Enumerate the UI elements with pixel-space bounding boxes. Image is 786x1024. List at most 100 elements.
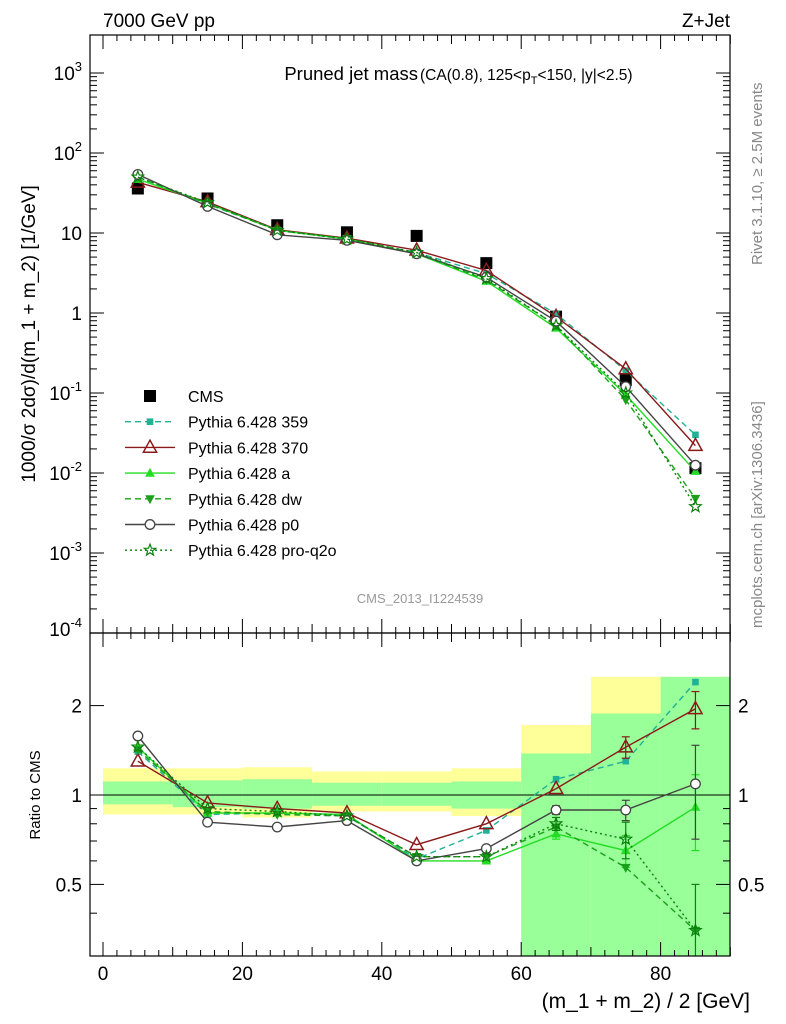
ratio-point-p370 — [129, 752, 146, 767]
ratio-point-proq2o — [618, 831, 634, 846]
ratio-point-proq2o — [478, 848, 494, 863]
point-proq2o — [548, 317, 564, 332]
ratio-point-p359 — [483, 827, 490, 834]
y-tick-label: 10-2 — [49, 459, 82, 485]
point-proq2o — [130, 169, 146, 184]
ratio-point-a — [551, 828, 561, 838]
ratio-line-p370 — [137, 708, 696, 846]
ratio-point-p370 — [687, 700, 704, 715]
legend-label-p0: Pythia 6.428 p0 — [188, 518, 299, 535]
legend-marker-dw — [145, 495, 155, 505]
point-proq2o — [409, 244, 425, 259]
y-tick-label: 10-3 — [49, 539, 82, 565]
mcplots-label: mcplots.cern.ch [arXiv:1306.3436] — [749, 401, 766, 628]
y-tick-label: 10 — [61, 224, 82, 245]
y-tick-label: 1 — [71, 304, 82, 325]
point-p0 — [690, 459, 701, 471]
ratio-y-tick-label-right: 1 — [738, 786, 749, 807]
point-p359 — [622, 367, 630, 374]
legend-marker-proq2o — [142, 542, 158, 557]
ratio-point-p0 — [202, 816, 214, 828]
ratio-point-proq2o — [548, 816, 564, 831]
ratio-point-proq2o — [130, 739, 146, 754]
uncertainty-band-green — [521, 753, 591, 956]
ratio-panel: 0 20 40 60 80 0.5 0.5 1 1 2 2 Ratio to CMS (m_1 + … — [27, 632, 764, 1013]
legend-marker-cms — [144, 390, 156, 402]
x-tick-label: 80 — [650, 964, 671, 985]
ratio-line-proq2o — [137, 746, 696, 931]
point-dw — [620, 396, 631, 406]
uncertainty-band-green — [312, 782, 382, 806]
chart-title: Pruned jet mass — [284, 63, 418, 84]
y-tick-label: 102 — [54, 139, 82, 165]
ratio-point-p0 — [550, 804, 562, 816]
ratio-panel-marks — [129, 678, 704, 956]
ratio-point-p0 — [271, 821, 283, 833]
point-cms — [131, 182, 144, 195]
ratio-y-tick-label-right: 0.5 — [738, 875, 764, 896]
legend-marker-p0 — [144, 519, 156, 530]
main-y-axis: 10-4 10-3 10-2 10-1 1 10 102 103 — [49, 35, 731, 641]
legend: CMS Pythia 6.428 359 Pythia 6.428 370 Pythi… — [125, 389, 337, 560]
point-proq2o — [618, 385, 634, 400]
point-proq2o — [688, 498, 703, 513]
series-line-proq2o — [137, 176, 696, 507]
legend-label-cms: CMS — [188, 389, 224, 406]
ratio-point-dw — [620, 863, 631, 873]
legend-label-p359: Pythia 6.428 359 — [188, 415, 308, 432]
x-tick-label: 40 — [371, 964, 392, 985]
uncertainty-band-green — [381, 782, 452, 806]
ratio-y-tick-label: 1 — [71, 786, 82, 807]
legend-marker-a — [145, 467, 155, 477]
ratio-y-tick-label: 0.5 — [56, 875, 82, 896]
y-tick-label: 10-4 — [49, 615, 82, 641]
point-p359 — [692, 431, 699, 439]
point-p370 — [617, 360, 634, 375]
analysis-watermark: CMS_2013_I1224539 — [357, 591, 484, 606]
x-tick-label: 20 — [232, 964, 253, 985]
rivet-version-label: Rivet 3.1.10, ≥ 2.5M events — [749, 83, 766, 266]
x-tick-label: 60 — [511, 964, 532, 985]
ratio-point-p0 — [132, 730, 144, 742]
main-panel: 10-4 10-3 10-2 10-1 1 10 102 103 Pruned jet mas… — [19, 34, 731, 641]
ratio-point-p0 — [480, 843, 492, 855]
ratio-point-p359 — [622, 757, 630, 765]
uncertainty-band-green — [242, 779, 313, 809]
ratio-y-tick-label: 2 — [71, 697, 82, 718]
ratio-y-axis-label: Ratio to CMS — [27, 750, 44, 839]
ratio-point-p0 — [690, 778, 701, 790]
point-proq2o — [269, 222, 285, 237]
y-tick-label: 10-1 — [49, 379, 82, 405]
point-proq2o — [478, 270, 494, 285]
legend-label-p370: Pythia 6.428 370 — [188, 440, 308, 457]
ratio-axes: 0 20 40 60 80 0.5 0.5 1 1 2 2 — [56, 633, 764, 985]
ratio-point-p370 — [548, 779, 564, 795]
main-panel-marks — [129, 168, 704, 513]
ratio-point-p370 — [617, 738, 634, 753]
point-proq2o — [200, 194, 215, 209]
uncertainty-bands — [103, 676, 730, 956]
chart-subtitle: (CA(0.8), 125<pT<150, |y|<2.5) — [420, 67, 633, 87]
series-line-p370 — [137, 181, 696, 447]
point-p370 — [687, 436, 704, 452]
uncertainty-band-green — [103, 781, 173, 805]
point-proq2o — [339, 231, 355, 246]
legend-label-proq2o: Pythia 6.428 pro-q2o — [188, 543, 337, 560]
point-p359 — [552, 310, 560, 318]
ratio-y-tick-label-right: 2 — [738, 697, 749, 718]
ratio-point-p359 — [552, 775, 560, 783]
point-cms — [410, 229, 423, 242]
ratio-point-p370 — [478, 815, 495, 830]
ratio-point-proq2o — [409, 848, 425, 863]
x-tick-label: 0 — [98, 964, 109, 985]
ratio-point-proq2o — [688, 922, 703, 937]
ratio-point-proq2o — [200, 800, 215, 815]
legend-marker-p370 — [142, 438, 158, 453]
main-y-axis-label: 1000/σ 2dσ)/d(m_1 + m_2) [1/GeV] — [19, 185, 40, 483]
ratio-point-proq2o — [269, 803, 285, 818]
header-energy: 7000 GeV pp — [103, 11, 215, 32]
ratio-point-proq2o — [339, 808, 355, 823]
ratio-point-p0 — [620, 804, 632, 816]
legend-label-dw: Pythia 6.428 dw — [188, 492, 302, 509]
